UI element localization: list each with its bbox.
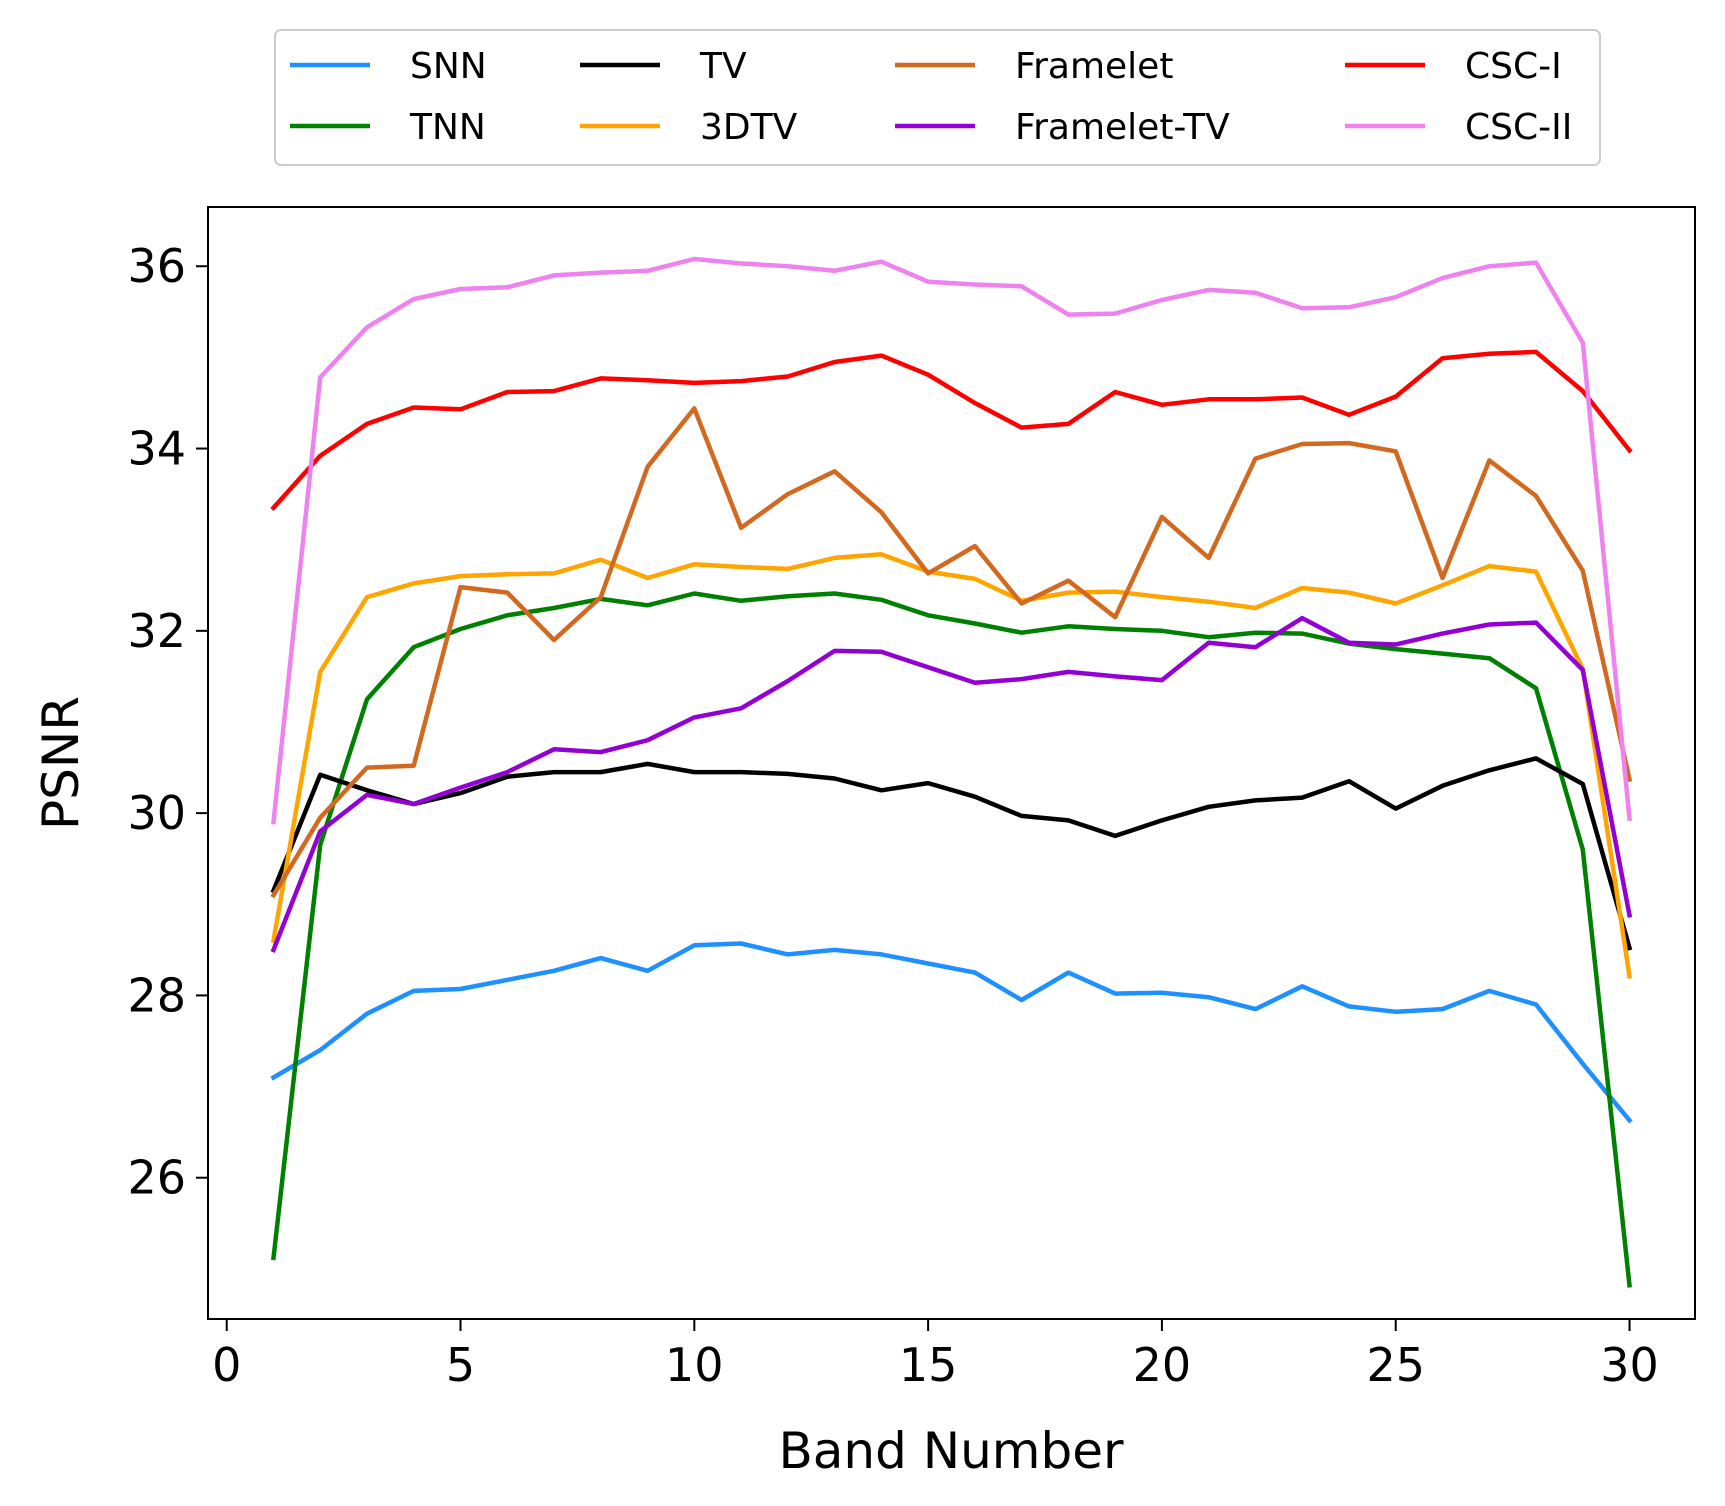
legend-label-framelet-tv: Framelet-TV bbox=[1015, 107, 1230, 148]
x-axis-title: Band Number bbox=[778, 1422, 1124, 1480]
legend-label-3dtv: 3DTV bbox=[700, 107, 798, 148]
x-tick-label: 10 bbox=[665, 1338, 724, 1392]
y-tick-label: 28 bbox=[127, 968, 186, 1022]
x-axis-ticks: 0 5 10 15 20 25 30 bbox=[212, 1319, 1659, 1392]
y-axis-ticks: 26 28 30 32 34 36 bbox=[127, 239, 208, 1205]
legend-label-tnn: TNN bbox=[409, 107, 486, 148]
series-line-tv bbox=[270, 756, 1633, 951]
series-lines bbox=[270, 256, 1633, 1288]
plot-area-frame bbox=[207, 206, 1696, 1320]
series-line-tnn bbox=[271, 591, 1632, 1288]
y-tick-label: 30 bbox=[127, 786, 186, 840]
x-tick-label: 25 bbox=[1366, 1338, 1425, 1392]
legend-label-csc-ii: CSC-II bbox=[1465, 107, 1572, 148]
legend: SNN TNN TV 3DTV Framelet Framelet-TV CSC-I CSC-… bbox=[274, 29, 1601, 166]
legend-label-framelet: Framelet bbox=[1015, 46, 1173, 87]
series-line-3dtv bbox=[270, 552, 1633, 979]
x-tick-label: 5 bbox=[446, 1338, 475, 1392]
x-tick-label: 15 bbox=[899, 1338, 958, 1392]
series-line-csc-ii bbox=[271, 256, 1632, 825]
x-tick-label: 30 bbox=[1600, 1338, 1659, 1392]
series-line-framelet-tv bbox=[270, 615, 1633, 953]
series-line-framelet bbox=[270, 406, 1633, 899]
x-tick-label: 0 bbox=[212, 1338, 241, 1392]
legend-label-csc-i: CSC-I bbox=[1465, 46, 1562, 87]
y-tick-label: 36 bbox=[127, 239, 186, 293]
y-tick-label: 34 bbox=[127, 422, 186, 476]
y-axis-title: PSNR bbox=[32, 696, 90, 830]
y-tick-label: 32 bbox=[127, 604, 186, 658]
series-line-snn bbox=[270, 941, 1633, 1124]
legend-label-snn: SNN bbox=[410, 46, 487, 87]
x-tick-label: 20 bbox=[1133, 1338, 1192, 1392]
series-line-csc-i bbox=[270, 349, 1633, 511]
legend-label-tv: TV bbox=[699, 46, 747, 87]
y-tick-label: 26 bbox=[127, 1151, 186, 1205]
